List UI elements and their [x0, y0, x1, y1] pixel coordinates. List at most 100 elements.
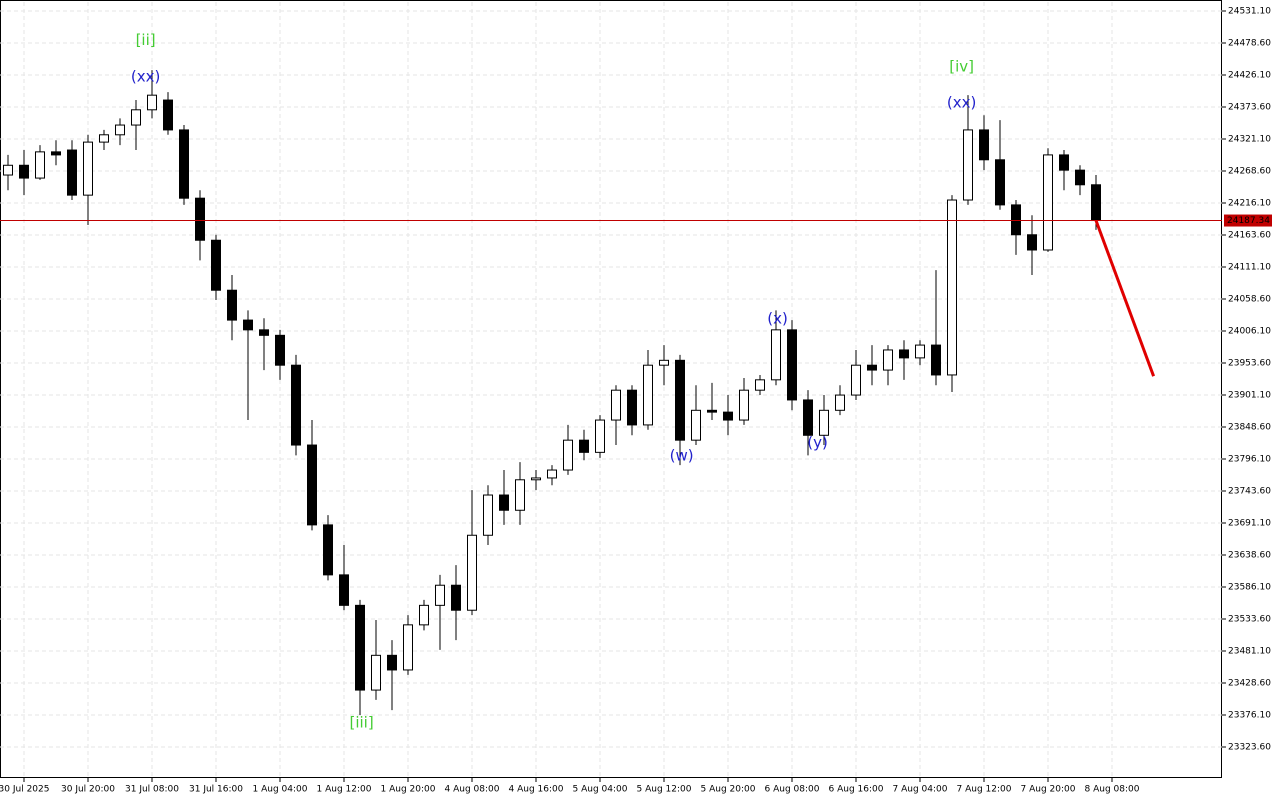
candle-body — [787, 329, 797, 401]
x-tick-label: 1 Aug 12:00 — [317, 785, 372, 795]
wave-label: [iv] — [949, 58, 974, 76]
y-tick-label: 24268.60 — [1228, 167, 1271, 177]
y-tick-label: 23691.10 — [1228, 519, 1271, 529]
candle-body — [243, 319, 253, 331]
candle-body — [499, 494, 509, 511]
y-tick-label: 24373.60 — [1228, 103, 1271, 113]
candle-body — [995, 159, 1005, 206]
candle-body — [1043, 154, 1053, 251]
candle-body — [803, 399, 813, 436]
candle-body — [259, 329, 269, 336]
price-label-box — [1224, 214, 1272, 227]
candle-body — [627, 389, 637, 426]
candle-body — [99, 134, 109, 143]
candle-body — [963, 129, 973, 201]
y-tick-label: 23638.60 — [1228, 551, 1271, 561]
candle-body — [851, 364, 861, 396]
y-tick-label: 23743.60 — [1228, 487, 1271, 497]
wave-label: [iii] — [349, 713, 373, 731]
candle-body — [883, 349, 893, 371]
y-tick-label: 23848.60 — [1228, 423, 1271, 433]
candle-body — [531, 477, 541, 481]
candle-body — [115, 124, 125, 136]
candle-body — [195, 197, 205, 241]
candle-body — [771, 329, 781, 381]
candle-body — [595, 419, 605, 453]
y-tick-label: 23586.10 — [1228, 583, 1271, 593]
candle-body — [979, 129, 989, 161]
candle-body — [643, 364, 653, 426]
candle-body — [275, 334, 285, 366]
candle-body — [291, 364, 301, 446]
candle-body — [1075, 169, 1085, 186]
x-tick-label: 31 Jul 16:00 — [189, 785, 243, 795]
candle-body — [323, 524, 333, 576]
candle-body — [755, 379, 765, 391]
candle-body — [163, 99, 173, 131]
candle-body — [723, 411, 733, 421]
candle-body — [35, 151, 45, 179]
y-tick-label: 23901.10 — [1228, 391, 1271, 401]
x-tick-label: 7 Aug 12:00 — [957, 785, 1012, 795]
candles — [3, 70, 1101, 716]
y-tick-label: 23533.60 — [1228, 615, 1271, 625]
x-tick-label: 4 Aug 08:00 — [445, 785, 500, 795]
candle-body — [659, 359, 669, 366]
candle-body — [387, 654, 397, 671]
candle-body — [611, 389, 621, 421]
candle-body — [691, 409, 701, 441]
overlays: [ii] (xx) [iii] (w) (x) (y) [iv] (xx) — [0, 31, 1222, 731]
x-tick-label: 30 Jul 2025 — [0, 785, 49, 795]
candle-body — [419, 604, 429, 626]
y-tick-label: 23953.60 — [1228, 359, 1271, 369]
candle-body — [1091, 184, 1101, 222]
x-tick-label: 8 Aug 08:00 — [1085, 785, 1140, 795]
y-tick-label: 24321.10 — [1228, 135, 1271, 145]
candle-body — [1059, 154, 1069, 171]
x-tick-label: 4 Aug 16:00 — [509, 785, 564, 795]
wave-label: (y) — [807, 434, 828, 452]
candle-body — [467, 534, 477, 611]
candle-body — [1011, 204, 1021, 236]
x-tick-label: 1 Aug 04:00 — [253, 785, 308, 795]
x-tick-label: 5 Aug 04:00 — [573, 785, 628, 795]
candle-body — [867, 364, 877, 371]
candle-body — [51, 151, 61, 156]
y-tick-label: 23376.10 — [1228, 710, 1271, 720]
candle-body — [371, 654, 381, 691]
x-tick-label: 6 Aug 16:00 — [829, 785, 884, 795]
y-tick-label: 23796.10 — [1228, 455, 1271, 465]
candle-body — [19, 164, 29, 179]
candle-body — [307, 444, 317, 526]
y-tick-label: 24163.60 — [1228, 231, 1271, 241]
candle-body — [131, 109, 141, 126]
candle-body — [3, 164, 13, 176]
y-tick-label: 23481.10 — [1228, 647, 1271, 657]
y-tick-label: 24478.60 — [1228, 39, 1271, 49]
candle-body — [147, 94, 157, 111]
x-tick-label: 7 Aug 04:00 — [893, 785, 948, 795]
x-tick-label: 30 Jul 20:00 — [61, 785, 115, 795]
candle-body — [819, 409, 829, 436]
y-tick-label: 24058.60 — [1228, 295, 1271, 305]
candle-body — [67, 149, 77, 196]
candle-body — [899, 349, 909, 359]
candle-body — [179, 129, 189, 199]
candle-body — [563, 439, 573, 471]
x-tick-label: 31 Jul 08:00 — [125, 785, 179, 795]
x-tick-label: 5 Aug 12:00 — [637, 785, 692, 795]
candle-body — [739, 389, 749, 421]
candle-body — [547, 469, 557, 479]
candle-body — [403, 624, 413, 671]
wave-label: (w) — [670, 447, 694, 465]
forecast-line — [1094, 220, 1156, 377]
candle-body — [931, 344, 941, 376]
wave-label: (x) — [767, 309, 788, 327]
candle-body — [1027, 234, 1037, 251]
candle-body — [227, 289, 237, 321]
candle-body — [707, 409, 717, 413]
candle-body — [579, 439, 589, 453]
y-tick-label: 23323.60 — [1228, 742, 1271, 752]
candle-body — [355, 604, 365, 691]
